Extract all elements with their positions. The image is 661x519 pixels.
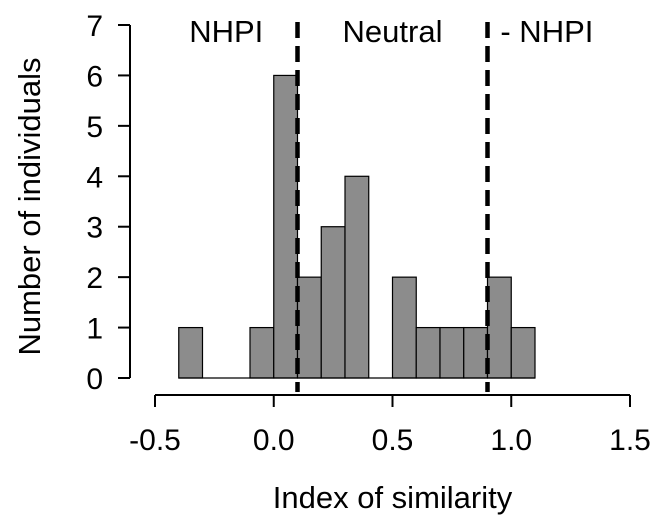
y-tick-label: 4 <box>86 161 103 194</box>
x-tick-label: -0.5 <box>129 424 181 457</box>
histogram-bar <box>273 74 299 379</box>
y-tick-label: 6 <box>86 60 103 93</box>
histogram-bar <box>320 226 346 379</box>
bars-group <box>178 74 536 379</box>
y-tick-label: 7 <box>86 10 103 43</box>
histogram-bar <box>178 326 204 379</box>
y-tick-label: 0 <box>86 363 103 396</box>
histogram-bar <box>463 326 489 379</box>
histogram-bar <box>415 326 441 379</box>
y-tick-label: 5 <box>86 111 103 144</box>
histogram-bar <box>391 276 417 379</box>
region-label: Neutral <box>343 14 443 49</box>
y-ticks-group: 0 1 2 3 4 5 6 7 <box>86 10 130 396</box>
x-axis-title: Index of similarity <box>273 480 513 515</box>
histogram-bar <box>510 326 536 379</box>
x-tick-label: 0.5 <box>372 424 414 457</box>
y-tick-label: 1 <box>86 313 103 346</box>
region-labels-group: NHPI Neutral - NHPI <box>189 14 593 49</box>
histogram-bar <box>344 175 370 379</box>
axes-group <box>129 25 630 396</box>
threshold-lines-group <box>295 22 490 392</box>
x-tick-label: 1.0 <box>490 424 532 457</box>
y-tick-label: 3 <box>86 212 103 245</box>
x-tick-label: 1.5 <box>609 424 651 457</box>
histogram-bar <box>486 276 512 379</box>
histogram-bar <box>439 326 465 379</box>
x-ticks-group: -0.5 0.0 0.5 1.0 1.5 <box>129 395 651 457</box>
histogram-bar <box>296 276 322 379</box>
x-tick-label: 0.0 <box>253 424 295 457</box>
y-tick-label: 2 <box>86 262 103 295</box>
histogram-bar <box>249 326 275 379</box>
region-label: NHPI <box>189 14 263 49</box>
y-axis-title: Number of individuals <box>12 57 47 355</box>
region-label: - NHPI <box>500 14 593 49</box>
